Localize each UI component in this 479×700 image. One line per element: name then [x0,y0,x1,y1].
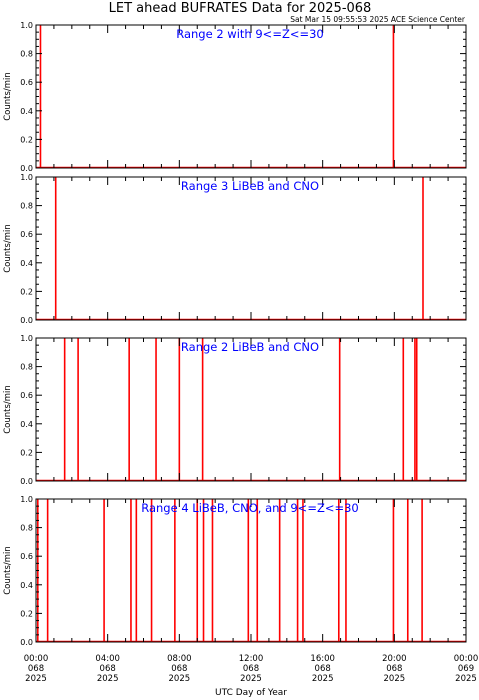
x-tick-doy: 068 [386,664,402,674]
panel-label: Range 2 LiBeB and CNO [181,340,319,354]
y-tick-label: 0.8 [20,50,33,59]
x-tick-year: 2025 [25,674,47,684]
x-tick-time: 04:00 [95,654,120,664]
y-tick-label: 0.0 [20,316,33,325]
y-tick-label: 0.4 [20,420,33,429]
x-tick-time: 08:00 [167,654,192,664]
y-tick-label: 1.0 [20,21,33,30]
x-tick-time: 00:00 [454,654,479,664]
y-tick-label: 0.4 [20,581,33,590]
x-tick-doy: 068 [315,664,331,674]
x-tick-time: 00:00 [24,654,49,664]
y-tick-label: 0.8 [20,363,33,372]
y-tick-label: 0.6 [20,391,33,400]
y-tick-label: 0.2 [20,448,33,457]
x-tick-doy: 068 [28,664,44,674]
x-tick-doy: 068 [243,664,259,674]
y-tick-label: 1.0 [20,173,33,182]
y-tick-label: 1.0 [20,495,33,504]
y-tick-label: 0.2 [20,287,33,296]
x-tick-year: 2025 [240,674,262,684]
figure-title: LET ahead BUFRATES Data for 2025-068 [109,1,372,16]
y-tick-label: 0.4 [20,107,33,116]
y-tick-label: 0.6 [20,230,33,239]
panel-label: Range 2 with 9<=Z<=30 [176,27,324,41]
y-tick-label: 0.8 [20,202,33,211]
x-tick-doy: 068 [171,664,187,674]
y-tick-label: 0.0 [20,477,33,486]
x-tick-year: 2025 [384,674,406,684]
x-tick-year: 2025 [455,674,477,684]
panel-label: Range 4 LiBeB, CNO, and 9<=Z<=30 [141,501,359,515]
y-tick-label: 0.6 [20,78,33,87]
x-tick-time: 12:00 [239,654,264,664]
y-axis-label: Counts/min [3,72,13,121]
timestamp: Sat Mar 15 09:55:53 2025 ACE Science Cen… [290,15,466,24]
panel-3: 0.0 0.2 0.4 0.6 0.8 1.0 Counts/min Range 2 LiBe… [3,334,467,486]
y-tick-label: 1.0 [20,334,33,343]
panel-label: Range 3 LiBeB and CNO [181,179,319,193]
x-tick-time: 20:00 [382,654,407,664]
panel-4: 0.0 0.2 0.4 0.6 0.8 1.0 Counts/min Range 4 LiBe… [3,495,467,647]
x-tick-year: 2025 [312,674,334,684]
x-axis-label: UTC Day of Year [215,688,287,698]
y-tick-label: 0.0 [20,164,33,173]
y-tick-label: 0.2 [20,135,33,144]
y-axis-label: Counts/min [3,224,13,273]
y-tick-label: 0.0 [20,638,33,647]
x-tick-time: 16:00 [310,654,335,664]
y-tick-label: 0.4 [20,259,33,268]
y-tick-label: 0.8 [20,524,33,533]
y-tick-label: 0.2 [20,609,33,618]
y-axis-label: Counts/min [3,385,13,434]
panels: 0.0 0.2 0.4 0.6 0.8 1.0 Counts/min Range 2 with… [3,21,478,684]
x-tick-year: 2025 [97,674,119,684]
panel-1: 0.0 0.2 0.4 0.6 0.8 1.0 Counts/min Range 2 with… [3,21,467,173]
y-tick-label: 0.6 [20,552,33,561]
y-axis-label: Counts/min [3,546,13,595]
x-tick-doy: 068 [100,664,116,674]
x-tick-doy: 069 [458,664,474,674]
panel-2: 0.0 0.2 0.4 0.6 0.8 1.0 Counts/min Range 3 LiBe… [3,173,467,325]
x-tick-year: 2025 [169,674,191,684]
